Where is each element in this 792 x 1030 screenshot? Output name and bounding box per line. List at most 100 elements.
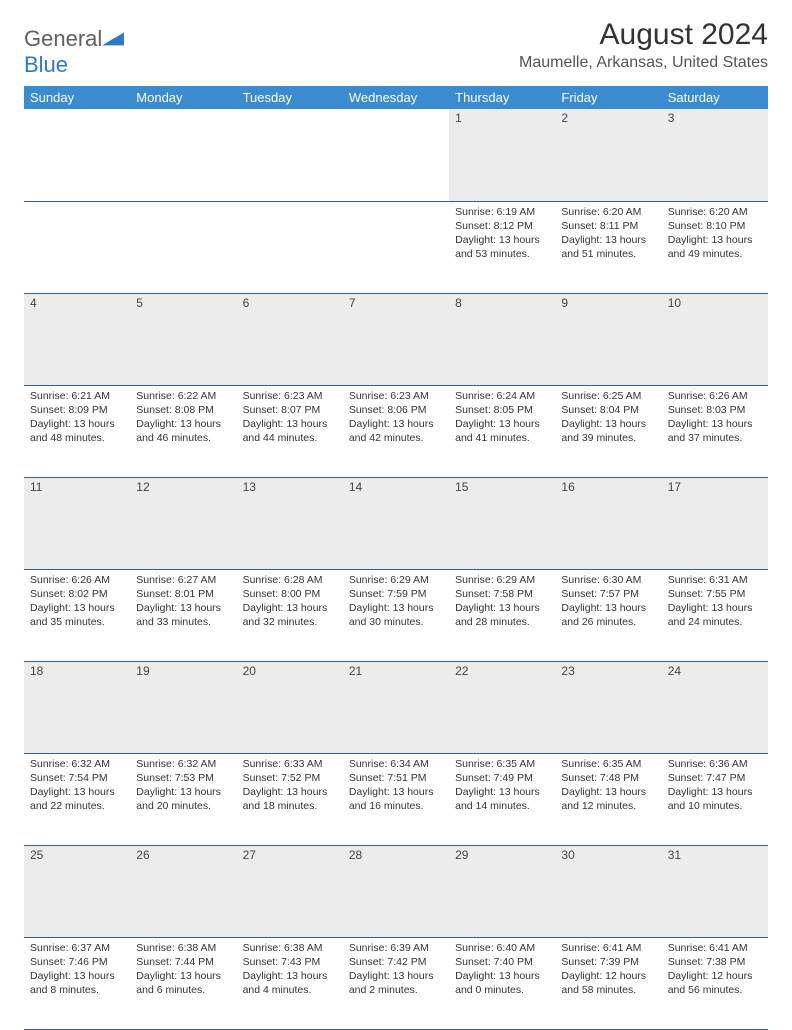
day-number-cell: 10 — [662, 293, 768, 385]
day-text: Sunrise: 6:41 AMSunset: 7:38 PMDaylight:… — [662, 938, 768, 1004]
day-number-cell: 31 — [662, 845, 768, 937]
day-number-cell: 11 — [24, 477, 130, 569]
day-number-cell — [237, 109, 343, 201]
day-number: 11 — [24, 478, 130, 496]
day-number-cell — [343, 109, 449, 201]
day-content-row: Sunrise: 6:32 AMSunset: 7:54 PMDaylight:… — [24, 753, 768, 845]
day-number-cell: 23 — [555, 661, 661, 753]
day-number: 23 — [555, 662, 661, 680]
day-content-cell: Sunrise: 6:37 AMSunset: 7:46 PMDaylight:… — [24, 937, 130, 1029]
day-number: 18 — [24, 662, 130, 680]
day-number: 7 — [343, 294, 449, 312]
day-text: Sunrise: 6:23 AMSunset: 8:06 PMDaylight:… — [343, 386, 449, 452]
day-number-cell: 9 — [555, 293, 661, 385]
day-number-cell: 6 — [237, 293, 343, 385]
day-text: Sunrise: 6:37 AMSunset: 7:46 PMDaylight:… — [24, 938, 130, 1004]
day-content-cell: Sunrise: 6:26 AMSunset: 8:03 PMDaylight:… — [662, 385, 768, 477]
day-number: 4 — [24, 294, 130, 312]
weekday-header: Friday — [555, 86, 661, 109]
day-number: 15 — [449, 478, 555, 496]
day-content-cell: Sunrise: 6:26 AMSunset: 8:02 PMDaylight:… — [24, 569, 130, 661]
day-text: Sunrise: 6:38 AMSunset: 7:43 PMDaylight:… — [237, 938, 343, 1004]
day-text: Sunrise: 6:33 AMSunset: 7:52 PMDaylight:… — [237, 754, 343, 820]
day-number-cell: 2 — [555, 109, 661, 201]
day-content-cell: Sunrise: 6:34 AMSunset: 7:51 PMDaylight:… — [343, 753, 449, 845]
day-text: Sunrise: 6:25 AMSunset: 8:04 PMDaylight:… — [555, 386, 661, 452]
day-number: 17 — [662, 478, 768, 496]
day-number: 16 — [555, 478, 661, 496]
day-text: Sunrise: 6:29 AMSunset: 7:59 PMDaylight:… — [343, 570, 449, 636]
day-number: 29 — [449, 846, 555, 864]
day-text: Sunrise: 6:31 AMSunset: 7:55 PMDaylight:… — [662, 570, 768, 636]
day-content-row: Sunrise: 6:26 AMSunset: 8:02 PMDaylight:… — [24, 569, 768, 661]
day-text: Sunrise: 6:19 AMSunset: 8:12 PMDaylight:… — [449, 202, 555, 268]
day-number-cell: 5 — [130, 293, 236, 385]
weekday-header: Thursday — [449, 86, 555, 109]
day-text: Sunrise: 6:38 AMSunset: 7:44 PMDaylight:… — [130, 938, 236, 1004]
day-number-cell: 21 — [343, 661, 449, 753]
day-text: Sunrise: 6:20 AMSunset: 8:10 PMDaylight:… — [662, 202, 768, 268]
logo: General Blue — [24, 18, 124, 78]
day-text: Sunrise: 6:24 AMSunset: 8:05 PMDaylight:… — [449, 386, 555, 452]
day-content-cell: Sunrise: 6:35 AMSunset: 7:49 PMDaylight:… — [449, 753, 555, 845]
day-number: 1 — [449, 109, 555, 127]
day-content-cell: Sunrise: 6:40 AMSunset: 7:40 PMDaylight:… — [449, 937, 555, 1029]
day-number-cell: 3 — [662, 109, 768, 201]
day-number-cell: 8 — [449, 293, 555, 385]
day-content-cell — [24, 201, 130, 293]
day-number-cell: 27 — [237, 845, 343, 937]
day-number-row: 18192021222324 — [24, 661, 768, 753]
day-content-cell — [237, 201, 343, 293]
day-number-cell: 29 — [449, 845, 555, 937]
day-text: Sunrise: 6:36 AMSunset: 7:47 PMDaylight:… — [662, 754, 768, 820]
day-number-row: 45678910 — [24, 293, 768, 385]
day-content-cell: Sunrise: 6:39 AMSunset: 7:42 PMDaylight:… — [343, 937, 449, 1029]
day-number-row: 25262728293031 — [24, 845, 768, 937]
day-number-cell: 18 — [24, 661, 130, 753]
day-content-row: Sunrise: 6:37 AMSunset: 7:46 PMDaylight:… — [24, 937, 768, 1029]
day-content-cell: Sunrise: 6:41 AMSunset: 7:38 PMDaylight:… — [662, 937, 768, 1029]
day-content-cell: Sunrise: 6:20 AMSunset: 8:11 PMDaylight:… — [555, 201, 661, 293]
day-content-cell: Sunrise: 6:41 AMSunset: 7:39 PMDaylight:… — [555, 937, 661, 1029]
day-text: Sunrise: 6:23 AMSunset: 8:07 PMDaylight:… — [237, 386, 343, 452]
day-number: 10 — [662, 294, 768, 312]
day-content-cell: Sunrise: 6:22 AMSunset: 8:08 PMDaylight:… — [130, 385, 236, 477]
day-number-cell — [130, 109, 236, 201]
day-number: 27 — [237, 846, 343, 864]
day-content-cell: Sunrise: 6:32 AMSunset: 7:53 PMDaylight:… — [130, 753, 236, 845]
logo-word1: General — [24, 26, 102, 51]
day-number-cell: 25 — [24, 845, 130, 937]
day-number-cell: 16 — [555, 477, 661, 569]
day-text: Sunrise: 6:35 AMSunset: 7:49 PMDaylight:… — [449, 754, 555, 820]
day-number: 31 — [662, 846, 768, 864]
calendar-head: SundayMondayTuesdayWednesdayThursdayFrid… — [24, 86, 768, 109]
day-text: Sunrise: 6:35 AMSunset: 7:48 PMDaylight:… — [555, 754, 661, 820]
day-number: 28 — [343, 846, 449, 864]
day-number-cell: 19 — [130, 661, 236, 753]
day-content-cell: Sunrise: 6:20 AMSunset: 8:10 PMDaylight:… — [662, 201, 768, 293]
title-block: August 2024 Maumelle, Arkansas, United S… — [519, 18, 768, 72]
day-text: Sunrise: 6:32 AMSunset: 7:53 PMDaylight:… — [130, 754, 236, 820]
day-number-cell: 22 — [449, 661, 555, 753]
day-number: 21 — [343, 662, 449, 680]
day-text: Sunrise: 6:27 AMSunset: 8:01 PMDaylight:… — [130, 570, 236, 636]
day-text: Sunrise: 6:30 AMSunset: 7:57 PMDaylight:… — [555, 570, 661, 636]
day-number: 9 — [555, 294, 661, 312]
day-number-cell: 20 — [237, 661, 343, 753]
weekday-header: Tuesday — [237, 86, 343, 109]
day-number-cell — [24, 109, 130, 201]
day-number: 3 — [662, 109, 768, 127]
month-title: August 2024 — [519, 18, 768, 52]
day-content-cell: Sunrise: 6:38 AMSunset: 7:44 PMDaylight:… — [130, 937, 236, 1029]
logo-word2: Blue — [24, 52, 68, 77]
day-content-cell: Sunrise: 6:24 AMSunset: 8:05 PMDaylight:… — [449, 385, 555, 477]
day-content-cell: Sunrise: 6:21 AMSunset: 8:09 PMDaylight:… — [24, 385, 130, 477]
day-number: 8 — [449, 294, 555, 312]
day-text: Sunrise: 6:29 AMSunset: 7:58 PMDaylight:… — [449, 570, 555, 636]
day-text: Sunrise: 6:26 AMSunset: 8:02 PMDaylight:… — [24, 570, 130, 636]
day-content-cell: Sunrise: 6:38 AMSunset: 7:43 PMDaylight:… — [237, 937, 343, 1029]
calendar-body: 123Sunrise: 6:19 AMSunset: 8:12 PMDaylig… — [24, 109, 768, 1029]
header: General Blue August 2024 Maumelle, Arkan… — [24, 18, 768, 78]
day-content-row: Sunrise: 6:19 AMSunset: 8:12 PMDaylight:… — [24, 201, 768, 293]
day-content-row: Sunrise: 6:21 AMSunset: 8:09 PMDaylight:… — [24, 385, 768, 477]
